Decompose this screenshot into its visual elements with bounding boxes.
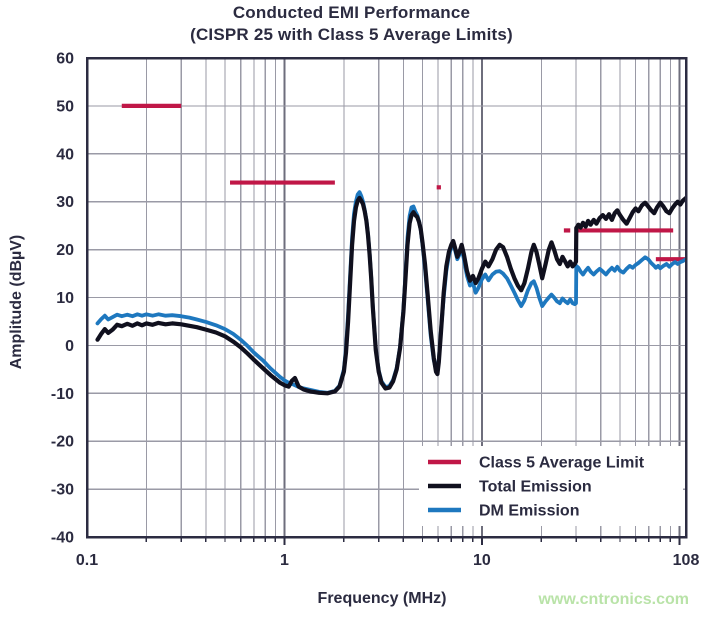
legend-background <box>419 446 683 526</box>
chart-title: Conducted EMI Performance <box>232 3 471 22</box>
y-tick-label: -10 <box>51 386 74 403</box>
y-tick-label: 10 <box>56 290 74 307</box>
legend-label: Total Emission <box>479 479 592 496</box>
y-tick-label: 50 <box>56 98 74 115</box>
y-tick-label: -30 <box>51 482 74 499</box>
chart-subtitle: (CISPR 25 with Class 5 Average Limits) <box>190 25 513 44</box>
x-tick-label: 1 <box>280 552 289 569</box>
legend: Class 5 Average Limit Total Emission DM Em… <box>419 446 683 526</box>
x-axis-label: Frequency (MHz) <box>317 590 447 607</box>
y-tick-label: 20 <box>56 242 74 259</box>
legend-label: DM Emission <box>479 503 579 520</box>
x-tick-label: 0.1 <box>76 552 98 569</box>
y-tick-label: 60 <box>56 51 74 68</box>
series-total-emission-line <box>95 195 686 396</box>
y-axis-label: Amplitude (dBµV) <box>8 234 25 370</box>
y-tick-label: 30 <box>56 194 74 211</box>
plot-frame <box>85 56 688 539</box>
x-tick-label: 10 <box>473 552 491 569</box>
y-tick-label: 40 <box>56 146 74 163</box>
watermark: www.cntronics.com <box>538 591 689 608</box>
y-tick-label: -40 <box>51 530 74 547</box>
y-tick-label: 0 <box>65 338 74 355</box>
y-tick-label: -20 <box>51 434 74 451</box>
legend-label: Class 5 Average Limit <box>479 455 645 472</box>
x-tick-label: 108 <box>673 552 700 569</box>
